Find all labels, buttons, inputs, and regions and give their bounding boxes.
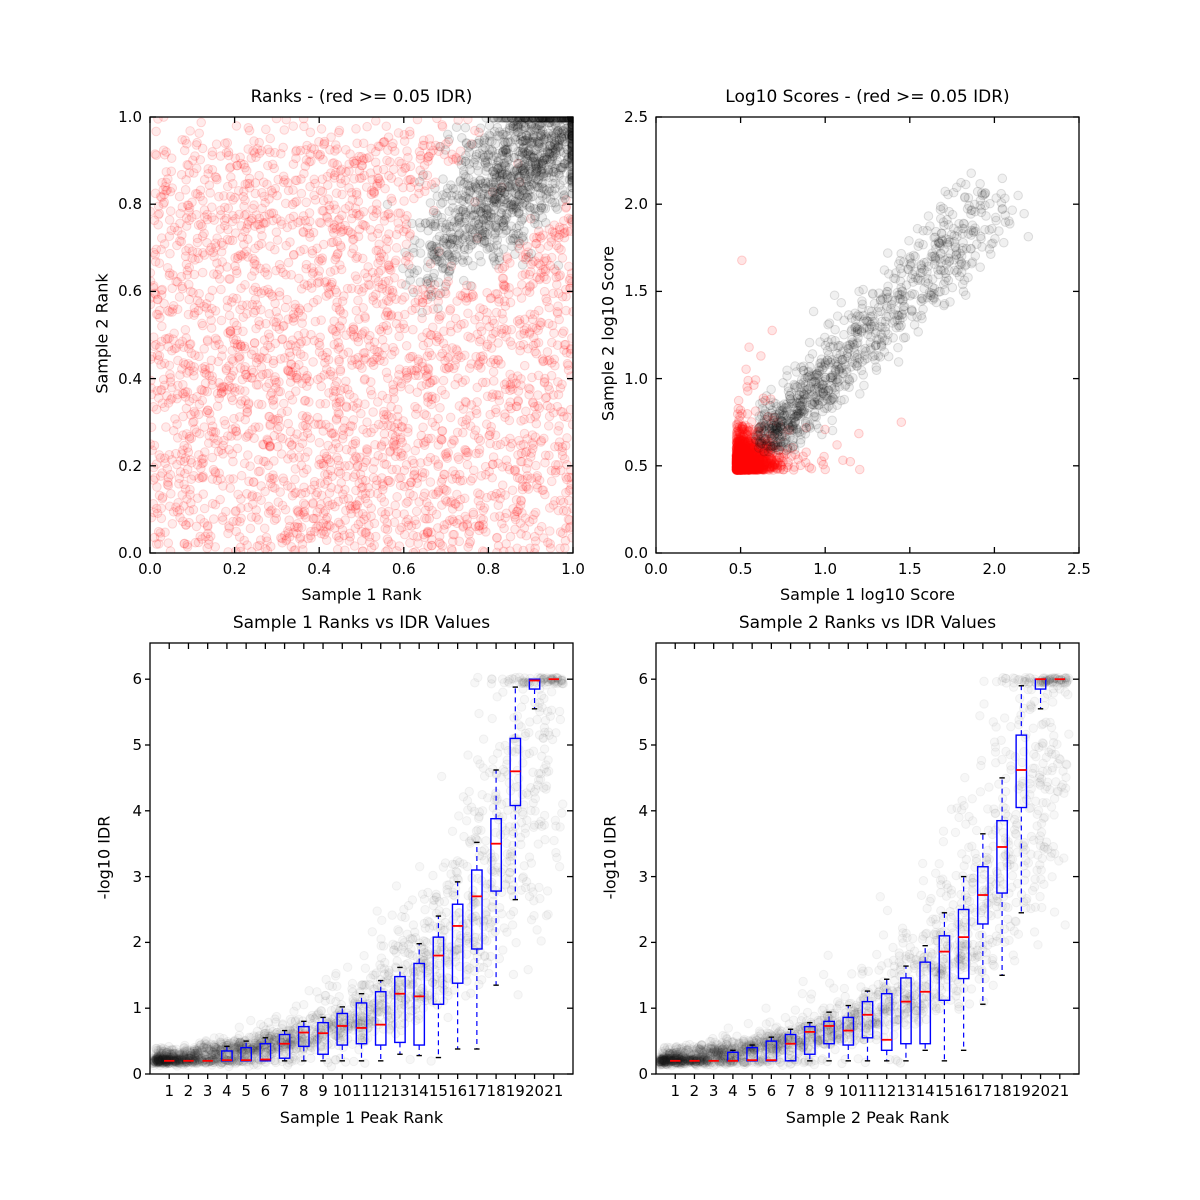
x-tick-label: 16 (448, 1082, 468, 1100)
x-tick-label: 12 (371, 1082, 391, 1100)
plot-title: Sample 1 Ranks vs IDR Values (232, 613, 491, 633)
x-tick-label: 0.5 (728, 560, 753, 578)
x-tick-label: 14 (915, 1082, 935, 1100)
y-tick-label: 1 (132, 999, 142, 1018)
x-tick-label: 17 (467, 1082, 487, 1100)
y-tick-label: 0.6 (118, 282, 142, 301)
y-tick-label: 1 (638, 999, 648, 1018)
x-tick-label: 0.6 (391, 560, 416, 578)
subplot-sample2-idr-boxplot: Sample 2 Ranks vs IDR Values Sample 2 Pe… (600, 600, 1200, 1200)
y-tick-label: 6 (638, 670, 648, 689)
y-tick-label: 6 (132, 670, 142, 689)
y-tick-label: 5 (132, 735, 142, 754)
plot-title: Ranks - (red >= 0.05 IDR) (250, 87, 473, 107)
x-tick-label: 1.0 (561, 560, 585, 578)
x-tick-label: 7 (785, 1082, 796, 1100)
y-tick-label: 0 (638, 1065, 648, 1083)
y-tick-label: 1.0 (624, 369, 648, 388)
x-tick-label: 7 (279, 1082, 290, 1100)
y-tick-label: 5 (638, 735, 648, 754)
x-axis-label: Sample 1 Rank (301, 585, 422, 604)
x-tick-label: 21 (1050, 1082, 1070, 1100)
x-tick-label: 12 (877, 1082, 897, 1100)
y-axis-label: Sample 2 Rank (92, 273, 112, 394)
y-tick-label: 3 (638, 867, 648, 886)
x-axis-label: Sample 2 Peak Rank (785, 1108, 950, 1127)
x-tick-label: 20 (524, 1082, 545, 1100)
x-tick-label: 14 (409, 1082, 429, 1100)
x-tick-label: 6 (260, 1082, 271, 1100)
subplot-sample1-idr-boxplot: Sample 1 Ranks vs IDR Values Sample 1 Pe… (0, 600, 600, 1200)
y-tick-label: 1.0 (118, 108, 142, 126)
plot-title: Log10 Scores - (red >= 0.05 IDR) (725, 87, 1010, 107)
x-tick-label: 13 (896, 1082, 916, 1100)
y-tick-label: 4 (132, 801, 142, 820)
x-tick-label: 18 (992, 1082, 1012, 1100)
y-tick-label: 0 (132, 1065, 142, 1083)
x-tick-label: 8 (805, 1082, 815, 1100)
y-tick-label: 2.0 (624, 195, 648, 214)
x-tick-label: 1 (670, 1082, 680, 1100)
y-tick-label: 0.5 (624, 456, 648, 475)
x-tick-label: 1.5 (897, 560, 922, 578)
plot-title: Sample 2 Ranks vs IDR Values (738, 613, 997, 633)
y-tick-label: 0.4 (118, 369, 142, 388)
y-tick-label: 2.5 (624, 108, 648, 126)
x-tick-label: 11 (351, 1082, 372, 1100)
x-tick-label: 5 (241, 1082, 251, 1100)
x-tick-label: 2.0 (982, 560, 1007, 578)
x-axis-label: Sample 1 log10 Score (780, 585, 955, 604)
x-tick-label: 2 (183, 1082, 194, 1100)
x-tick-label: 6 (766, 1082, 777, 1100)
x-tick-label: 9 (824, 1082, 834, 1100)
subplot-ranks-scatter: Ranks - (red >= 0.05 IDR) Sample 1 Rank … (0, 0, 600, 604)
x-tick-label: 11 (857, 1082, 878, 1100)
x-tick-label: 2 (689, 1082, 700, 1100)
y-tick-label: 4 (638, 801, 648, 820)
x-tick-label: 1.0 (813, 560, 838, 578)
x-tick-label: 5 (747, 1082, 757, 1100)
x-tick-label: 19 (505, 1082, 525, 1100)
y-tick-label: 0.8 (118, 195, 142, 214)
x-tick-label: 0.0 (644, 560, 668, 578)
x-tick-label: 21 (544, 1082, 564, 1100)
y-tick-label: 3 (132, 867, 142, 886)
x-tick-label: 19 (1011, 1082, 1031, 1100)
y-tick-label: 1.5 (624, 282, 648, 301)
x-tick-label: 8 (299, 1082, 309, 1100)
x-tick-label: 3 (202, 1082, 213, 1100)
scores-scatter-canvas (600, 0, 1200, 600)
x-tick-label: 0.2 (222, 560, 247, 578)
x-tick-label: 0.8 (476, 560, 501, 578)
x-tick-label: 0.0 (138, 560, 162, 578)
subplot-scores-scatter: Log10 Scores - (red >= 0.05 IDR) Sample … (598, 0, 1200, 604)
x-tick-label: 16 (954, 1082, 974, 1100)
ranks-scatter-canvas (0, 0, 600, 600)
x-tick-label: 17 (973, 1082, 993, 1100)
x-tick-label: 20 (1030, 1082, 1051, 1100)
x-tick-label: 13 (390, 1082, 410, 1100)
x-tick-label: 3 (708, 1082, 719, 1100)
x-tick-label: 9 (318, 1082, 328, 1100)
x-tick-label: 10 (838, 1082, 858, 1100)
y-tick-label: 0.0 (118, 544, 142, 562)
y-tick-label: 2 (132, 933, 142, 952)
sample1-boxplot-canvas (0, 600, 600, 1200)
x-tick-label: 18 (486, 1082, 506, 1100)
x-axis-label: Sample 1 Peak Rank (279, 1108, 444, 1127)
x-tick-label: 0.4 (307, 560, 332, 578)
y-tick-label: 2 (638, 933, 648, 952)
x-tick-label: 4 (728, 1082, 738, 1100)
x-tick-label: 2.5 (1067, 560, 1091, 578)
y-tick-label: 0.0 (624, 544, 648, 562)
x-tick-label: 15 (934, 1082, 954, 1100)
x-tick-label: 15 (428, 1082, 448, 1100)
sample2-boxplot-canvas (600, 600, 1200, 1200)
x-tick-label: 10 (332, 1082, 352, 1100)
y-tick-label: 0.2 (118, 456, 142, 475)
x-tick-label: 1 (164, 1082, 174, 1100)
y-axis-label: Sample 2 log10 Score (598, 246, 618, 421)
x-tick-label: 4 (222, 1082, 232, 1100)
